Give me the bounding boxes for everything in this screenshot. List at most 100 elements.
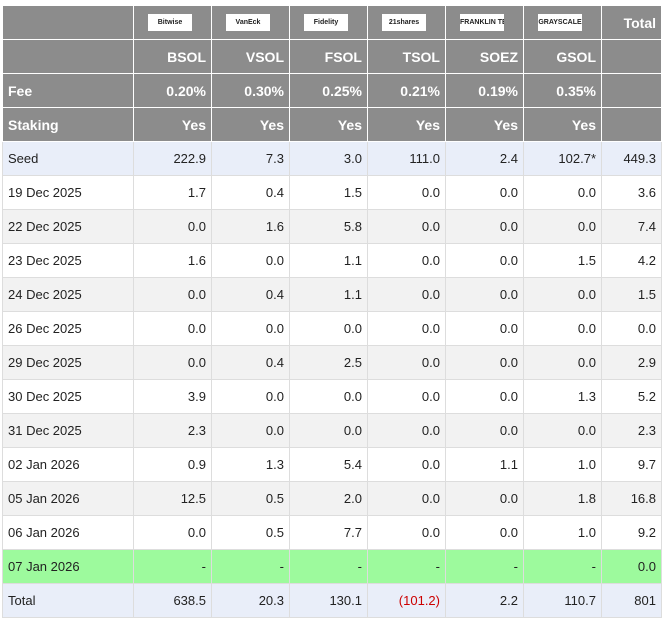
value: 0.0: [367, 209, 446, 244]
row-label: Staking: [2, 107, 134, 142]
row-label: 05 Jan 2026: [2, 481, 134, 516]
value: -: [445, 549, 524, 584]
value: 1.1: [445, 447, 524, 482]
logo: VanEck: [226, 14, 270, 32]
header-cell: [2, 39, 134, 74]
row-label: 24 Dec 2025: [2, 277, 134, 312]
value: 0.4: [211, 175, 290, 210]
value: 1.6: [133, 243, 212, 278]
value: 0.0: [367, 345, 446, 380]
data-row: 02 Jan 2026 0.9 1.3 5.4 0.0 1.1 1.0 9.7: [2, 447, 662, 482]
value: 0.0: [289, 311, 368, 346]
ticker: GSOL: [523, 39, 602, 74]
fee: 0.21%: [367, 73, 446, 108]
value: 0.0: [445, 481, 524, 516]
value: 0.0: [367, 481, 446, 516]
row-label: 07 Jan 2026: [2, 549, 134, 584]
header-cell: [601, 39, 662, 74]
value: 111.0: [367, 141, 446, 176]
value: -: [211, 549, 290, 584]
value: 0.0: [445, 379, 524, 414]
fee: 0.25%: [289, 73, 368, 108]
fee: 0.19%: [445, 73, 524, 108]
row-label: Fee: [2, 73, 134, 108]
flows-table: Bitwise VanEck Fidelity 21shares FRANKLIN TE…: [2, 5, 662, 618]
value: 1.5: [601, 277, 662, 312]
logo: GRAYSCALE: [538, 14, 582, 32]
header-cell: VanEck: [211, 5, 290, 40]
value: 801: [601, 583, 662, 618]
value: 3.9: [133, 379, 212, 414]
value: 2.4: [445, 141, 524, 176]
staking: Yes: [289, 107, 368, 142]
value: 3.0: [289, 141, 368, 176]
ticker: VSOL: [211, 39, 290, 74]
header-row: Bitwise VanEck Fidelity 21shares FRANKLIN TE…: [2, 5, 662, 40]
value: 0.0: [445, 243, 524, 278]
row-label: 22 Dec 2025: [2, 209, 134, 244]
fee: 0.35%: [523, 73, 602, 108]
header-cell: FRANKLIN TEMPLETON: [445, 5, 524, 40]
value: 0.0: [367, 413, 446, 448]
value: 0.0: [523, 345, 602, 380]
value: 0.0: [445, 277, 524, 312]
value: 0.0: [211, 413, 290, 448]
header-cell: 21shares: [367, 5, 446, 40]
logo: Bitwise: [148, 14, 192, 32]
value: 2.5: [289, 345, 368, 380]
value: 0.0: [367, 515, 446, 550]
value: 0.9: [133, 447, 212, 482]
staking: Yes: [523, 107, 602, 142]
value: 1.6: [211, 209, 290, 244]
header-cell: [601, 73, 662, 108]
value: 0.0: [523, 209, 602, 244]
header-cell: GRAYSCALE: [523, 5, 602, 40]
staking: Yes: [367, 107, 446, 142]
row-label: 02 Jan 2026: [2, 447, 134, 482]
value: 0.0: [133, 515, 212, 550]
value: 110.7: [523, 583, 602, 618]
value: 1.5: [289, 175, 368, 210]
data-row: 07 Jan 2026- - - - - -0.0: [2, 549, 662, 584]
value: 9.2: [601, 515, 662, 550]
value: 449.3: [601, 141, 662, 176]
data-row: 19 Dec 2025 1.7 0.4 1.5 0.0 0.0 0.0 3.6: [2, 175, 662, 210]
row-label: Total: [2, 583, 134, 618]
value: 638.5: [133, 583, 212, 618]
value: 0.0: [367, 447, 446, 482]
value: 0.0: [367, 379, 446, 414]
value: (101.2): [367, 583, 446, 618]
value: 7.3: [211, 141, 290, 176]
row-label: 30 Dec 2025: [2, 379, 134, 414]
value: 130.1: [289, 583, 368, 618]
value: 7.7: [289, 515, 368, 550]
value: 1.5: [523, 243, 602, 278]
value: 0.0: [133, 277, 212, 312]
value: 0.4: [211, 345, 290, 380]
header-cell: Bitwise: [133, 5, 212, 40]
value: 0.0: [445, 345, 524, 380]
ticker: BSOL: [133, 39, 212, 74]
value: 0.0: [211, 243, 290, 278]
row-label: 19 Dec 2025: [2, 175, 134, 210]
value: 0.0: [367, 311, 446, 346]
row-label: 26 Dec 2025: [2, 311, 134, 346]
value: 1.7: [133, 175, 212, 210]
staking: Yes: [133, 107, 212, 142]
value: 222.9: [133, 141, 212, 176]
fee-row: Fee 0.20% 0.30% 0.25% 0.21% 0.19% 0.35%: [2, 73, 662, 108]
value: 0.0: [367, 243, 446, 278]
value: 1.3: [523, 379, 602, 414]
row-label: Seed: [2, 141, 134, 176]
logo: 21shares: [382, 14, 426, 32]
value: 12.5: [133, 481, 212, 516]
value: 0.0: [445, 311, 524, 346]
header-cell: [601, 107, 662, 142]
staking-row: Staking Yes Yes Yes Yes Yes Yes: [2, 107, 662, 142]
value: 20.3: [211, 583, 290, 618]
value: 2.9: [601, 345, 662, 380]
data-row: 30 Dec 2025 3.9 0.0 0.0 0.0 0.0 1.3 5.2: [2, 379, 662, 414]
value: 9.7: [601, 447, 662, 482]
value: 0.0: [445, 515, 524, 550]
value: 16.8: [601, 481, 662, 516]
